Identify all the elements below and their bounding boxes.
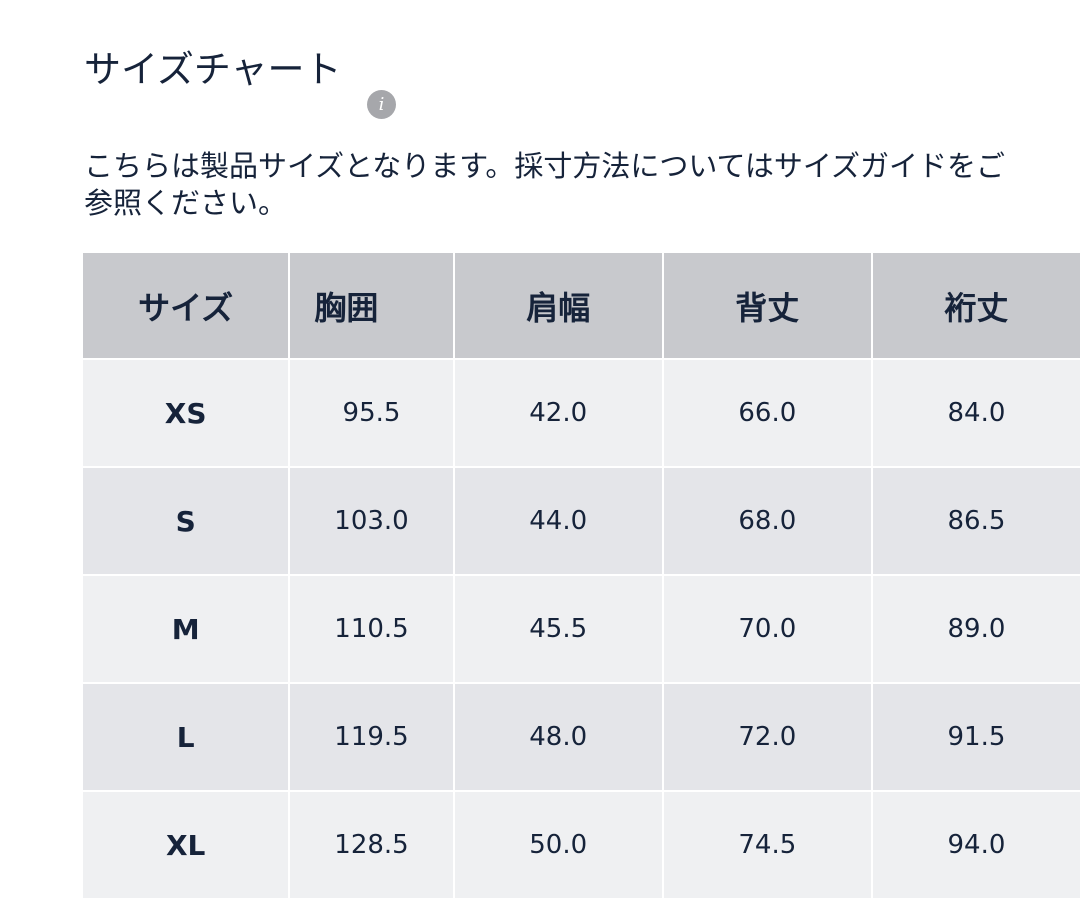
table-row: L 119.5 48.0 72.0 91.5	[83, 684, 1080, 790]
cell-length: 72.0	[663, 684, 871, 790]
cell-shoulder: 50.0	[454, 792, 662, 898]
header-shoulder: 肩幅	[454, 253, 662, 358]
cell-shoulder: 45.5	[454, 576, 662, 682]
table-row: XL 128.5 50.0 74.5 94.0	[83, 792, 1080, 898]
cell-chest: 128.5	[290, 792, 453, 898]
cell-size: S	[83, 468, 289, 574]
cell-sleeve: 94.0	[872, 792, 1080, 898]
page-title: サイズチャート	[84, 48, 342, 91]
cell-length: 66.0	[663, 360, 871, 466]
table-header-row: サイズ 胸囲 肩幅 背丈 裄丈	[83, 253, 1080, 358]
cell-length: 74.5	[663, 792, 871, 898]
cell-shoulder: 48.0	[454, 684, 662, 790]
cell-length: 70.0	[663, 576, 871, 682]
table-row: XS 95.5 42.0 66.0 84.0	[83, 360, 1080, 466]
cell-size: M	[83, 576, 289, 682]
table-row: M 110.5 45.5 70.0 89.0	[83, 576, 1080, 682]
header-chest: 胸囲	[290, 253, 453, 358]
table-row: S 103.0 44.0 68.0 86.5	[83, 468, 1080, 574]
cell-sleeve: 91.5	[872, 684, 1080, 790]
size-chart-table: サイズ 胸囲 肩幅 背丈 裄丈 XS 95.5 42.0 66.0 84.0 S 103.0…	[81, 251, 1080, 900]
cell-size: XS	[83, 360, 289, 466]
header-size: サイズ	[83, 253, 289, 358]
cell-sleeve: 86.5	[872, 468, 1080, 574]
cell-sleeve: 89.0	[872, 576, 1080, 682]
cell-sleeve: 84.0	[872, 360, 1080, 466]
cell-shoulder: 42.0	[454, 360, 662, 466]
cell-size: L	[83, 684, 289, 790]
cell-chest: 103.0	[290, 468, 453, 574]
info-icon[interactable]: i	[367, 90, 396, 119]
cell-length: 68.0	[663, 468, 871, 574]
cell-chest: 110.5	[290, 576, 453, 682]
header-length: 背丈	[663, 253, 871, 358]
header-sleeve: 裄丈	[872, 253, 1080, 358]
cell-size: XL	[83, 792, 289, 898]
cell-shoulder: 44.0	[454, 468, 662, 574]
cell-chest: 95.5	[290, 360, 453, 466]
description: こちらは製品サイズとなります。採寸方法についてはサイズガイドをご参照ください。	[84, 149, 1006, 220]
cell-chest: 119.5	[290, 684, 453, 790]
